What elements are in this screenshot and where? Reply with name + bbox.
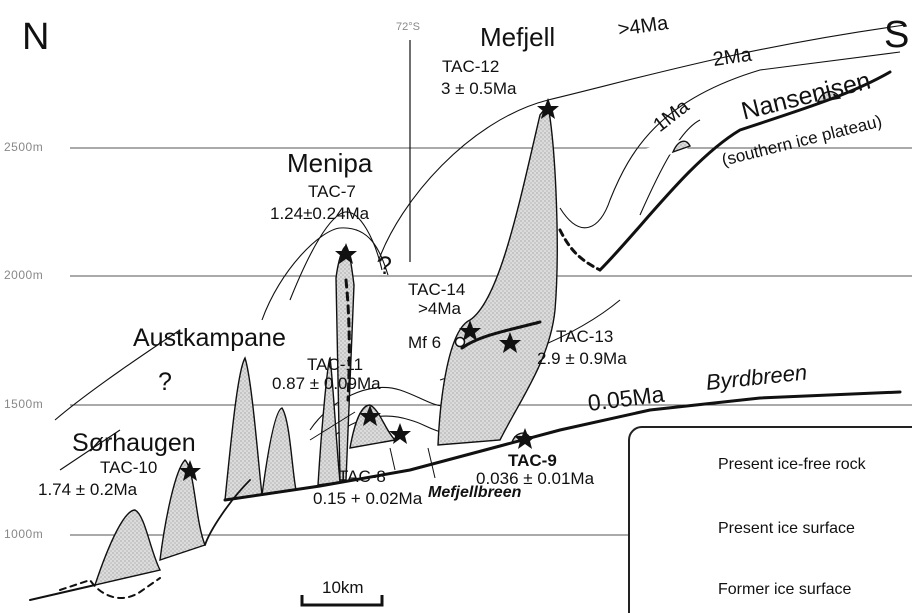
tac10-id: TAC-10: [100, 458, 158, 477]
outcrop-nansenisen: [816, 91, 842, 103]
north-label: N: [22, 16, 50, 58]
ice-surface-left-dashed: [59, 577, 161, 599]
altitude-1500: 1500m: [4, 397, 44, 411]
pointer-tac8: [389, 447, 396, 471]
mf6-label: Mf 6: [408, 333, 442, 352]
peak-austkampane: Austkampane: [133, 324, 286, 352]
menipa-former-surface-2: [289, 211, 383, 301]
peak-mefjell: Mefjell: [480, 22, 556, 52]
sample-markers: [179, 98, 559, 481]
star-tac8: [389, 423, 411, 444]
tac14-id: TAC-14: [408, 280, 466, 299]
altitude-1000: 1000m: [4, 527, 44, 541]
legend-former-ice-label: Former ice surface: [718, 581, 852, 598]
tac8-age: 0.15 + 0.02Ma: [313, 489, 423, 508]
star-tac9: [514, 428, 536, 449]
isochron-gt4ma: [377, 24, 906, 263]
altitude-2000: 2000m: [4, 268, 44, 282]
marker-mf6: [454, 336, 466, 348]
question-mark-menipa: ?: [378, 252, 392, 280]
south-label: S: [884, 14, 910, 56]
legend-ice-free-label: Present ice-free rock: [718, 456, 866, 473]
star-tac11: [359, 405, 381, 426]
star-tac13: [499, 332, 521, 353]
outcrop-austkampane-2: [261, 407, 297, 496]
outcrop-sorhaugen-2: [159, 459, 206, 562]
pointer-mefjellbreen: [427, 447, 436, 479]
ice-surface-tac13: [460, 320, 542, 350]
ice-surface-austkampane-slope: [204, 479, 251, 546]
tac7-age: 1.24±0.24Ma: [270, 204, 370, 223]
ice-surface-nansenisen: [598, 70, 892, 272]
tac12-id: TAC-12: [442, 57, 500, 76]
outcrop-mefjell: [437, 103, 558, 446]
outcrop-sorhaugen-1: [93, 509, 162, 586]
ice-free-rock-outcrops: [93, 91, 842, 586]
star-tac14: [459, 320, 481, 341]
isochron-2ma: [559, 51, 901, 229]
star-tac12: [537, 98, 559, 119]
scale-bar-label: 10km: [322, 578, 364, 597]
star-tac10: [179, 460, 201, 481]
outcrop-menipa-base: [317, 356, 341, 486]
ice-surface-dashed-right: [558, 228, 602, 272]
peak-menipa: Menipa: [287, 148, 373, 178]
menipa-former-surface: [261, 227, 389, 321]
tac11-id: TAC-11: [307, 355, 364, 374]
tac10-age: 1.74 ± 0.2Ma: [38, 480, 138, 499]
outcrop-plateau-bg: [640, 140, 688, 158]
tac13-id: TAC-13: [556, 327, 614, 346]
peak-sorhaugen: Sørhaugen: [72, 429, 196, 457]
ice-surface-left: [29, 584, 96, 601]
scale-bar-line: [300, 595, 384, 607]
legend-present-ice-label: Present ice surface: [718, 520, 855, 537]
outcrop-austkampane-1: [224, 356, 263, 501]
altitude-2500: 2500m: [4, 140, 44, 154]
outcrop-tac11: [349, 404, 397, 449]
question-mark-austkampane: ?: [158, 368, 172, 396]
ice-surface-menipa-dashed: [344, 278, 351, 402]
tac8-id: TAC-8: [338, 467, 386, 486]
tac13-age: 2.9 ± 0.9Ma: [537, 349, 627, 368]
legend: [628, 426, 912, 613]
tac9-age: 0.036 ± 0.01Ma: [476, 469, 595, 488]
latitude-marker-label: 72°S: [396, 21, 420, 33]
isochron-1ma: [639, 119, 701, 216]
tac14-age: >4Ma: [418, 299, 461, 318]
tac11-age: 0.87 ± 0.09Ma: [272, 374, 381, 393]
tac12-age: 3 ± 0.5Ma: [441, 79, 517, 98]
scale-bar: [300, 595, 384, 607]
pointer-tac11: [309, 411, 356, 441]
outcrop-1ma: [671, 140, 691, 154]
tac9-id: TAC-9: [508, 451, 557, 470]
tac7-id: TAC-7: [308, 182, 356, 201]
glacier-mefjellbreen: Mefjellbreen: [428, 484, 522, 501]
isochron-2ma-label: 2Ma: [711, 43, 754, 71]
former-surface-austkampane: [54, 329, 181, 421]
star-tac7: [335, 243, 357, 264]
label-pointers: [309, 411, 436, 479]
former-surface-sorhaugen: [59, 429, 121, 471]
